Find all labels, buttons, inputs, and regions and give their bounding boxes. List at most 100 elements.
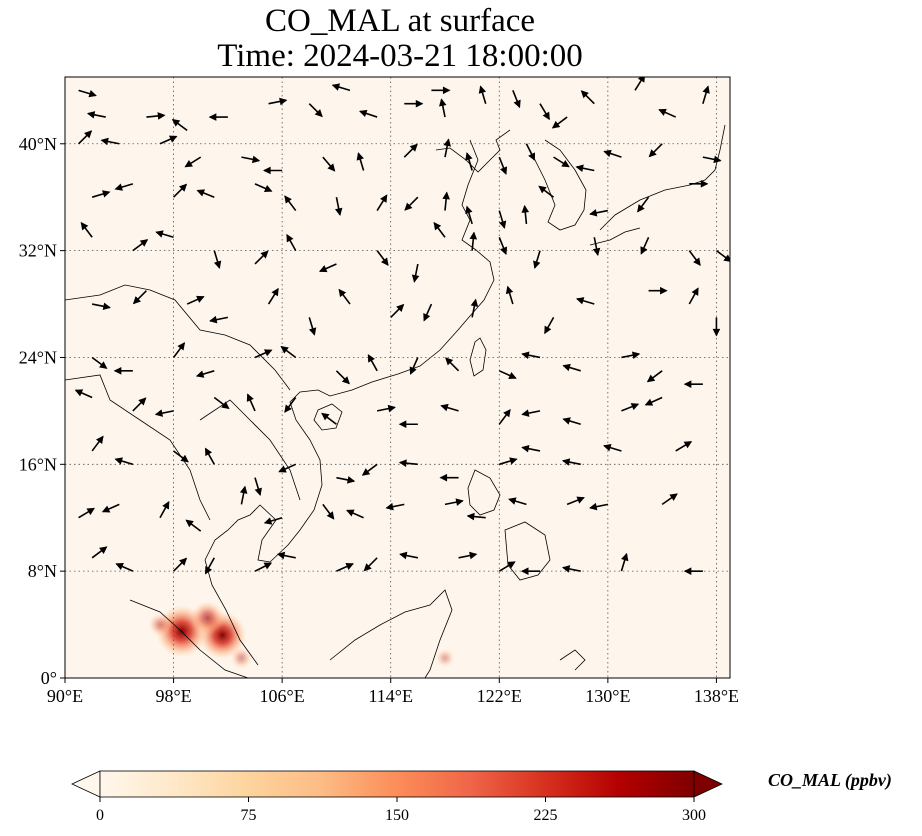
colorbar-tick-label: 225 <box>534 807 558 824</box>
wind-arrow <box>442 191 450 211</box>
wind-arrow <box>411 263 420 283</box>
wind-arrow <box>195 370 215 378</box>
wind-arrow <box>712 317 721 337</box>
wind-arrow <box>505 285 514 305</box>
wind-arrow <box>276 551 296 560</box>
wind-arrow <box>91 302 111 311</box>
colorbar-gradient <box>99 770 695 798</box>
wind-arrow <box>80 221 93 238</box>
sulawesi <box>559 649 586 671</box>
wind-arrow <box>689 180 709 188</box>
wind-arrow <box>185 519 202 532</box>
x-tick-label: 114°E <box>368 686 413 706</box>
borneo <box>329 589 453 678</box>
wind-arrow <box>173 450 189 463</box>
wind-arrow <box>603 444 622 452</box>
wind-arrow <box>213 396 230 410</box>
wind-arrow <box>620 552 629 572</box>
coastlines <box>65 124 726 678</box>
wind-arrow <box>115 563 134 572</box>
japan-2 <box>589 227 641 246</box>
concentration-hotspot <box>190 600 225 635</box>
x-axis-ticks: 90°E 98°E 106°E 114°E 122°E 130°E 138°E <box>47 678 739 706</box>
map-background <box>65 77 730 678</box>
wind-arrow <box>465 152 473 171</box>
wind-arrow <box>440 403 459 412</box>
wind-arrow <box>478 85 487 104</box>
wind-arrow <box>91 356 108 369</box>
wind-arrow <box>239 485 248 505</box>
wind-arrow <box>385 502 405 511</box>
wind-arrow <box>538 185 555 198</box>
wind-arrow <box>78 130 93 145</box>
wind-arrow <box>100 137 120 146</box>
wind-arrow <box>443 138 451 158</box>
wind-arrow <box>186 295 205 305</box>
wind-arrow <box>132 397 147 412</box>
wind-arrow <box>78 507 95 519</box>
wind-arrow <box>284 397 297 413</box>
wind-arrow <box>544 317 555 335</box>
wind-arrow <box>539 103 550 121</box>
taiwan <box>469 337 487 377</box>
wind-arrow <box>346 509 364 519</box>
wind-arrow <box>213 250 222 269</box>
wind-arrow <box>439 473 459 482</box>
concentration-hotspot <box>148 612 172 637</box>
wind-arrow <box>715 249 730 262</box>
colorbar-tick-label: 75 <box>241 807 257 824</box>
wind-arrow <box>521 351 541 359</box>
wind-arrow <box>91 435 104 452</box>
title-line-1: CO_MAL at surface <box>264 3 536 39</box>
wind-arrow <box>280 345 297 359</box>
colorbar: 0 75 150 225 300 <box>71 770 723 824</box>
colorbar-extend-min <box>71 770 101 798</box>
wind-arrow <box>521 409 541 417</box>
wind-arrow <box>399 551 419 560</box>
wind-arrow <box>78 89 97 98</box>
wind-arrow <box>209 315 229 324</box>
wind-arrow <box>589 209 609 217</box>
wind-arrow <box>132 290 147 305</box>
wind-arrow <box>101 503 120 513</box>
wind-arrow <box>246 393 256 412</box>
concentration-hotspot <box>435 648 455 668</box>
wind-arrow <box>74 389 93 399</box>
wind-arrow <box>445 357 460 372</box>
y-tick-label: 16°N <box>19 454 57 474</box>
wind-arrow <box>322 156 336 172</box>
wind-arrow <box>648 286 668 295</box>
indochina <box>204 401 323 666</box>
china-coast <box>289 139 495 403</box>
y-tick-label: 40°N <box>19 134 57 154</box>
wind-arrow <box>589 502 609 511</box>
wind-arrow <box>114 183 134 191</box>
wind-arrow <box>173 557 188 572</box>
wind-arrow <box>254 477 262 496</box>
philippines-south <box>504 521 551 581</box>
wind-arrow <box>254 349 273 359</box>
wind-arrow <box>284 195 297 212</box>
wind-arrow <box>466 512 486 521</box>
wind-arrow <box>439 98 447 118</box>
wind-arrow <box>551 116 568 129</box>
wind-arrow <box>458 551 478 560</box>
wind-arrow <box>173 183 188 198</box>
colorbar-tick-label: 300 <box>682 807 706 824</box>
wind-arrow <box>155 230 174 239</box>
japan-1 <box>599 124 726 231</box>
wind-arrow <box>403 143 418 158</box>
wind-arrow <box>702 85 710 104</box>
wind-arrow <box>267 287 279 305</box>
colorbar-tick-label: 150 <box>385 807 409 824</box>
colorbar-tick-label: 0 <box>96 807 104 824</box>
wind-arrow <box>404 196 419 211</box>
wind-arrow <box>658 108 677 118</box>
wind-arrow <box>376 194 388 211</box>
wind-arrow <box>196 189 215 198</box>
wind-arrow <box>498 210 507 229</box>
wind-arrow <box>688 287 699 305</box>
figure-title: CO_MAL at surface Time: 2024-03-21 18:00… <box>0 4 800 74</box>
wind-arrow <box>254 250 269 265</box>
